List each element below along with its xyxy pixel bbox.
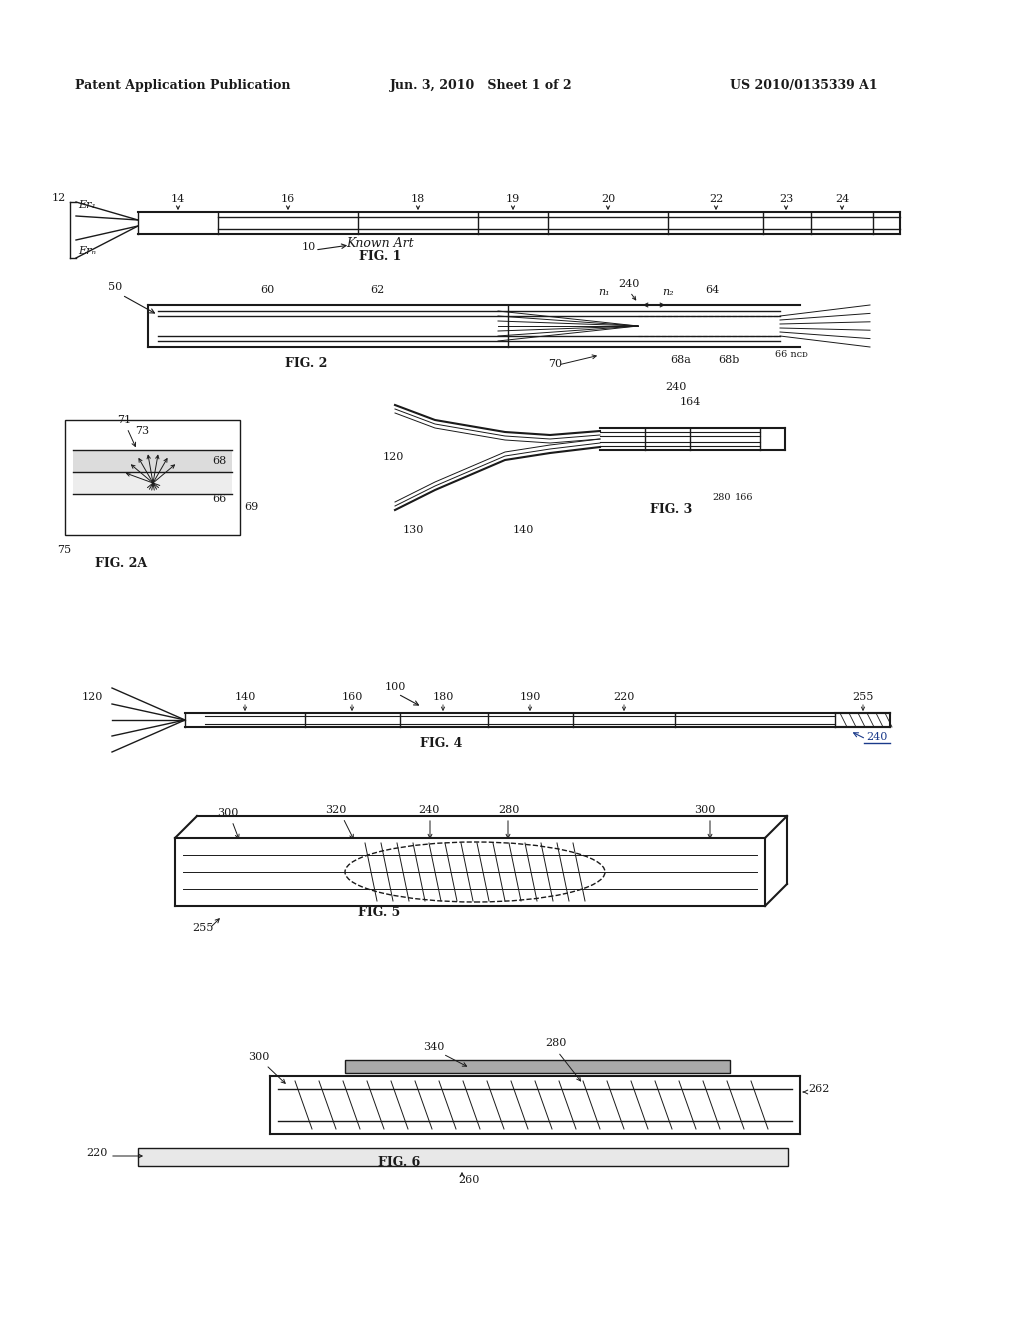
Text: 166: 166 (735, 492, 754, 502)
Text: FIG. 6: FIG. 6 (378, 1156, 420, 1170)
Text: Known Art: Known Art (346, 238, 414, 249)
Text: FIG. 1: FIG. 1 (358, 249, 401, 263)
Text: 64: 64 (705, 285, 719, 294)
Text: 71: 71 (117, 414, 131, 425)
Text: n₁: n₁ (598, 286, 609, 297)
Text: Patent Application Publication: Patent Application Publication (75, 78, 291, 91)
Text: 75: 75 (57, 545, 71, 554)
Text: FIG. 3: FIG. 3 (650, 503, 692, 516)
Text: US 2010/0135339 A1: US 2010/0135339 A1 (730, 78, 878, 91)
Bar (345, 1060, 730, 1073)
Text: 300: 300 (248, 1052, 269, 1063)
Bar (73, 473, 232, 494)
Text: Erₙ: Erₙ (78, 246, 96, 256)
Text: 66: 66 (212, 494, 226, 504)
Text: 180: 180 (432, 692, 454, 702)
Text: 262: 262 (808, 1084, 829, 1094)
Bar (138, 1148, 788, 1166)
Text: 50: 50 (108, 282, 122, 292)
Text: 280: 280 (498, 805, 519, 814)
Text: Er₁: Er₁ (78, 201, 96, 210)
Bar (73, 450, 232, 473)
Text: 190: 190 (519, 692, 541, 702)
Text: 160: 160 (341, 692, 362, 702)
Text: 240: 240 (665, 381, 686, 392)
Text: FIG. 4: FIG. 4 (420, 737, 463, 750)
Text: 120: 120 (82, 692, 103, 702)
Text: Jun. 3, 2010   Sheet 1 of 2: Jun. 3, 2010 Sheet 1 of 2 (390, 78, 572, 91)
Text: 12: 12 (52, 193, 67, 203)
Text: 69: 69 (244, 502, 258, 512)
Text: 140: 140 (513, 525, 535, 535)
Text: 240: 240 (418, 805, 439, 814)
Text: 10: 10 (302, 242, 316, 252)
Text: 240: 240 (866, 733, 888, 742)
Bar (65, 420, 240, 535)
Text: 260: 260 (458, 1175, 479, 1185)
Text: 68a: 68a (670, 355, 691, 366)
Text: 24: 24 (835, 194, 849, 205)
Text: 70: 70 (548, 359, 562, 370)
Text: 300: 300 (217, 808, 239, 818)
Text: FIG. 2: FIG. 2 (285, 356, 328, 370)
Text: 280: 280 (545, 1038, 566, 1048)
Text: 164: 164 (680, 397, 701, 407)
Text: 120: 120 (383, 451, 404, 462)
Text: FIG. 5: FIG. 5 (358, 906, 400, 919)
Text: 280: 280 (712, 492, 730, 502)
Text: 140: 140 (234, 692, 256, 702)
Text: 73: 73 (135, 426, 150, 436)
Text: FIG. 2A: FIG. 2A (95, 557, 147, 570)
Text: 68b: 68b (718, 355, 739, 366)
Text: 220: 220 (86, 1148, 108, 1158)
Text: 16: 16 (281, 194, 295, 205)
Text: 60: 60 (260, 285, 274, 294)
Text: 22: 22 (709, 194, 723, 205)
Text: 240: 240 (618, 279, 639, 289)
Text: 18: 18 (411, 194, 425, 205)
Text: 19: 19 (506, 194, 520, 205)
Text: 20: 20 (601, 194, 615, 205)
Text: 62: 62 (370, 285, 384, 294)
Text: 23: 23 (779, 194, 794, 205)
Text: 100: 100 (385, 682, 407, 692)
Text: 320: 320 (325, 805, 346, 814)
Text: 66 nᴄᴅ: 66 nᴄᴅ (775, 350, 808, 359)
Text: 130: 130 (403, 525, 424, 535)
Text: 255: 255 (193, 923, 213, 933)
Text: 255: 255 (852, 692, 873, 702)
Text: n₂: n₂ (662, 286, 674, 297)
Text: 68: 68 (212, 455, 226, 466)
Text: 14: 14 (171, 194, 185, 205)
Text: 220: 220 (613, 692, 635, 702)
Text: 340: 340 (423, 1041, 444, 1052)
Text: 300: 300 (694, 805, 716, 814)
